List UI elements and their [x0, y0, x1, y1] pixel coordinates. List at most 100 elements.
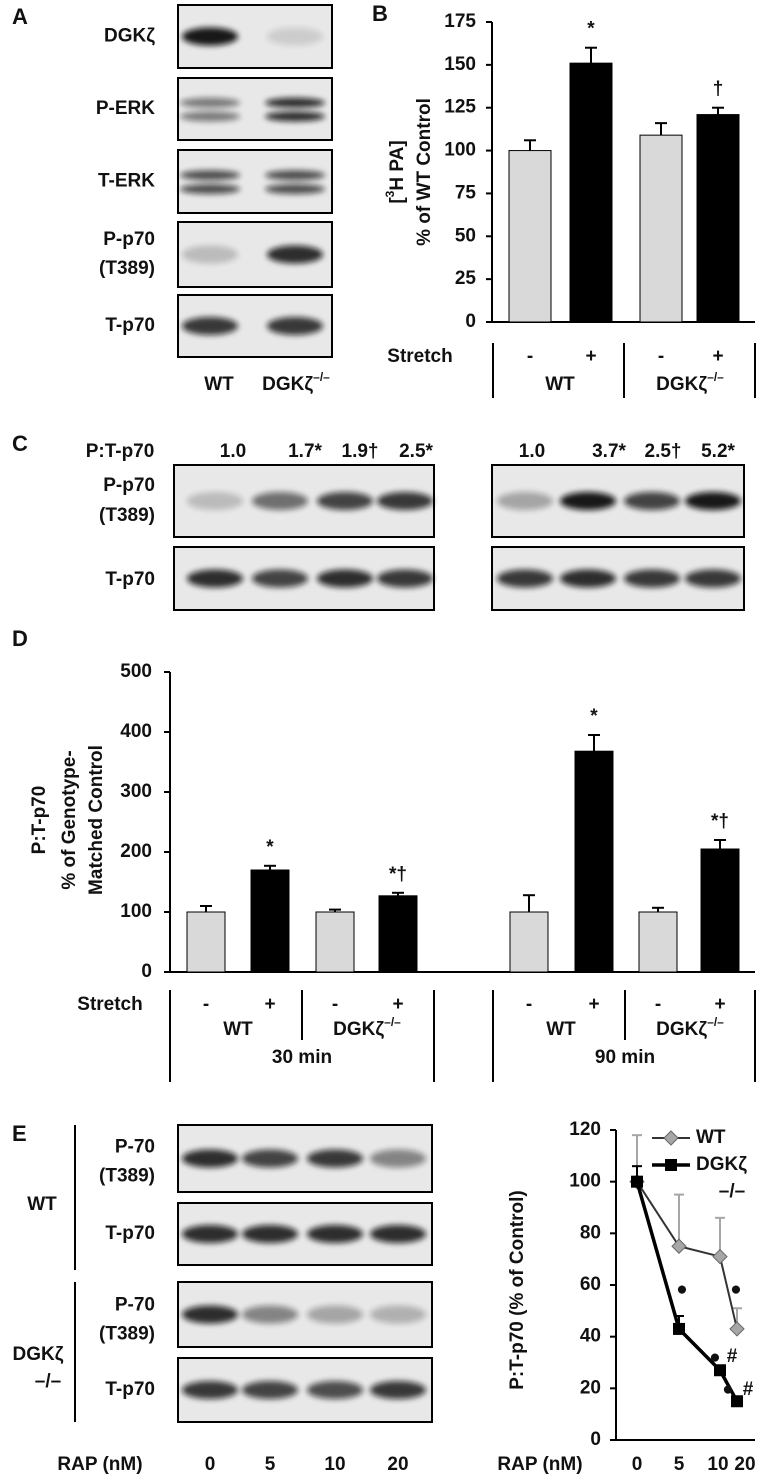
y-title-part: H PA] — [387, 140, 408, 190]
blot-band — [307, 1381, 363, 1399]
blot-row-label: P-p70 — [103, 229, 155, 250]
blot-band — [265, 111, 325, 122]
x-title: Stretch — [387, 346, 452, 367]
y-title-part: [ — [387, 197, 408, 204]
marker — [729, 1321, 745, 1337]
ratio-label: 3.7* — [592, 441, 626, 462]
y-tick-label: 40 — [580, 1326, 601, 1347]
bar — [186, 911, 226, 973]
bar — [638, 911, 678, 973]
blot-band — [307, 1305, 363, 1324]
lane-label: 10 — [324, 1454, 345, 1475]
x-tick-label: 5 — [674, 1454, 685, 1475]
y-tick-label: 400 — [120, 721, 152, 742]
y-tick-label: 25 — [455, 268, 477, 289]
blot-band — [252, 492, 308, 510]
stretch-sign: + — [714, 994, 725, 1015]
y-tick-label: 80 — [580, 1222, 601, 1243]
legend-label-sup: –/– — [719, 1181, 745, 1202]
blot-row-label: P-p70 — [103, 475, 155, 496]
marker — [712, 1248, 728, 1265]
stretch-sign: - — [332, 994, 338, 1015]
y-tick-label: 300 — [120, 781, 152, 802]
blot-band — [182, 27, 238, 46]
blot-row-label: (T389) — [99, 258, 155, 279]
lane-label-sup: –/– — [313, 370, 330, 384]
group-label-main: WT — [545, 374, 575, 395]
blot-band — [267, 317, 323, 335]
stretch-sign: - — [655, 994, 661, 1015]
marker — [665, 1159, 677, 1171]
blot-band — [182, 1149, 238, 1168]
significance-mark: * — [590, 706, 598, 727]
blot-band — [265, 170, 325, 181]
significance-mark: ● — [709, 1347, 720, 1368]
ratio-label: 2.5† — [645, 441, 682, 462]
blot-band — [180, 170, 240, 181]
y-tick-label: 200 — [120, 841, 152, 862]
blot-band — [180, 97, 240, 108]
blot-band — [182, 245, 238, 264]
blot-band — [242, 1305, 298, 1324]
significance-mark: # — [743, 1379, 754, 1400]
time-label: 30 min — [272, 1047, 332, 1068]
lane-label: DGKζ–/– — [262, 370, 330, 395]
blot-band — [560, 569, 616, 588]
blot-band — [242, 1149, 298, 1168]
blot-band — [377, 492, 433, 510]
y-axis-title: P:T-p70 — [29, 786, 50, 855]
bar — [378, 895, 418, 973]
blot-band — [265, 97, 325, 108]
blot-box — [177, 149, 333, 214]
blot-band — [180, 111, 240, 122]
x-tick-label: 20 — [734, 1454, 755, 1475]
blot-row-label: T-p70 — [105, 1379, 155, 1400]
stretch-sign: + — [588, 994, 599, 1015]
y-title-sup: 3 — [383, 190, 397, 197]
group-label-main: DGKζ — [656, 374, 707, 395]
group-label: WT — [27, 1194, 57, 1215]
group-label-sup: –/– — [707, 370, 724, 384]
blot-band — [307, 1225, 363, 1243]
blot-row-label: (T389) — [99, 1166, 155, 1187]
blot-row-label: DGKζ — [104, 26, 155, 47]
x-title: RAP (nM) — [497, 1454, 582, 1475]
significance-mark: * — [266, 837, 274, 858]
group-label: DGKζ–/– — [656, 1015, 724, 1040]
significance-mark: ● — [722, 1379, 733, 1400]
blot-band — [187, 492, 243, 510]
y-tick-label: 500 — [120, 661, 152, 682]
time-label: 90 min — [595, 1047, 655, 1068]
group-label-sup: –/– — [707, 1015, 724, 1029]
blot-band — [182, 1305, 238, 1324]
ratio-title: P:T-p70 — [86, 441, 155, 462]
blot-band — [267, 245, 323, 264]
group-label-sup: –/– — [384, 1015, 401, 1029]
bar — [700, 848, 740, 973]
blot-band — [182, 317, 238, 335]
blot-band — [624, 569, 680, 588]
panel-letter: C — [12, 431, 28, 456]
group-label: DGKζ–/– — [333, 1015, 401, 1040]
lane-label: 5 — [265, 1454, 276, 1475]
blot-row-label: P-70 — [115, 1295, 155, 1316]
lane-label: WT — [204, 374, 234, 395]
significance-mark: † — [713, 79, 724, 100]
y-tick-label: 75 — [455, 182, 477, 203]
blot-band — [252, 569, 308, 588]
blot-band — [307, 1149, 363, 1168]
blot-band — [685, 492, 741, 510]
x-tick-label: 10 — [707, 1454, 728, 1475]
stretch-sign: + — [264, 994, 275, 1015]
lane-label: 0 — [205, 1454, 216, 1475]
ratio-label: 1.9† — [342, 441, 379, 462]
ratio-label: 1.0 — [519, 441, 545, 462]
y-axis-title: % of Genotype- — [59, 750, 80, 889]
group-label: WT — [545, 374, 575, 395]
significance-mark: ● — [676, 1279, 687, 1300]
blot-band — [685, 569, 741, 588]
stretch-sign: - — [526, 994, 532, 1015]
y-tick-label: 175 — [444, 11, 476, 32]
